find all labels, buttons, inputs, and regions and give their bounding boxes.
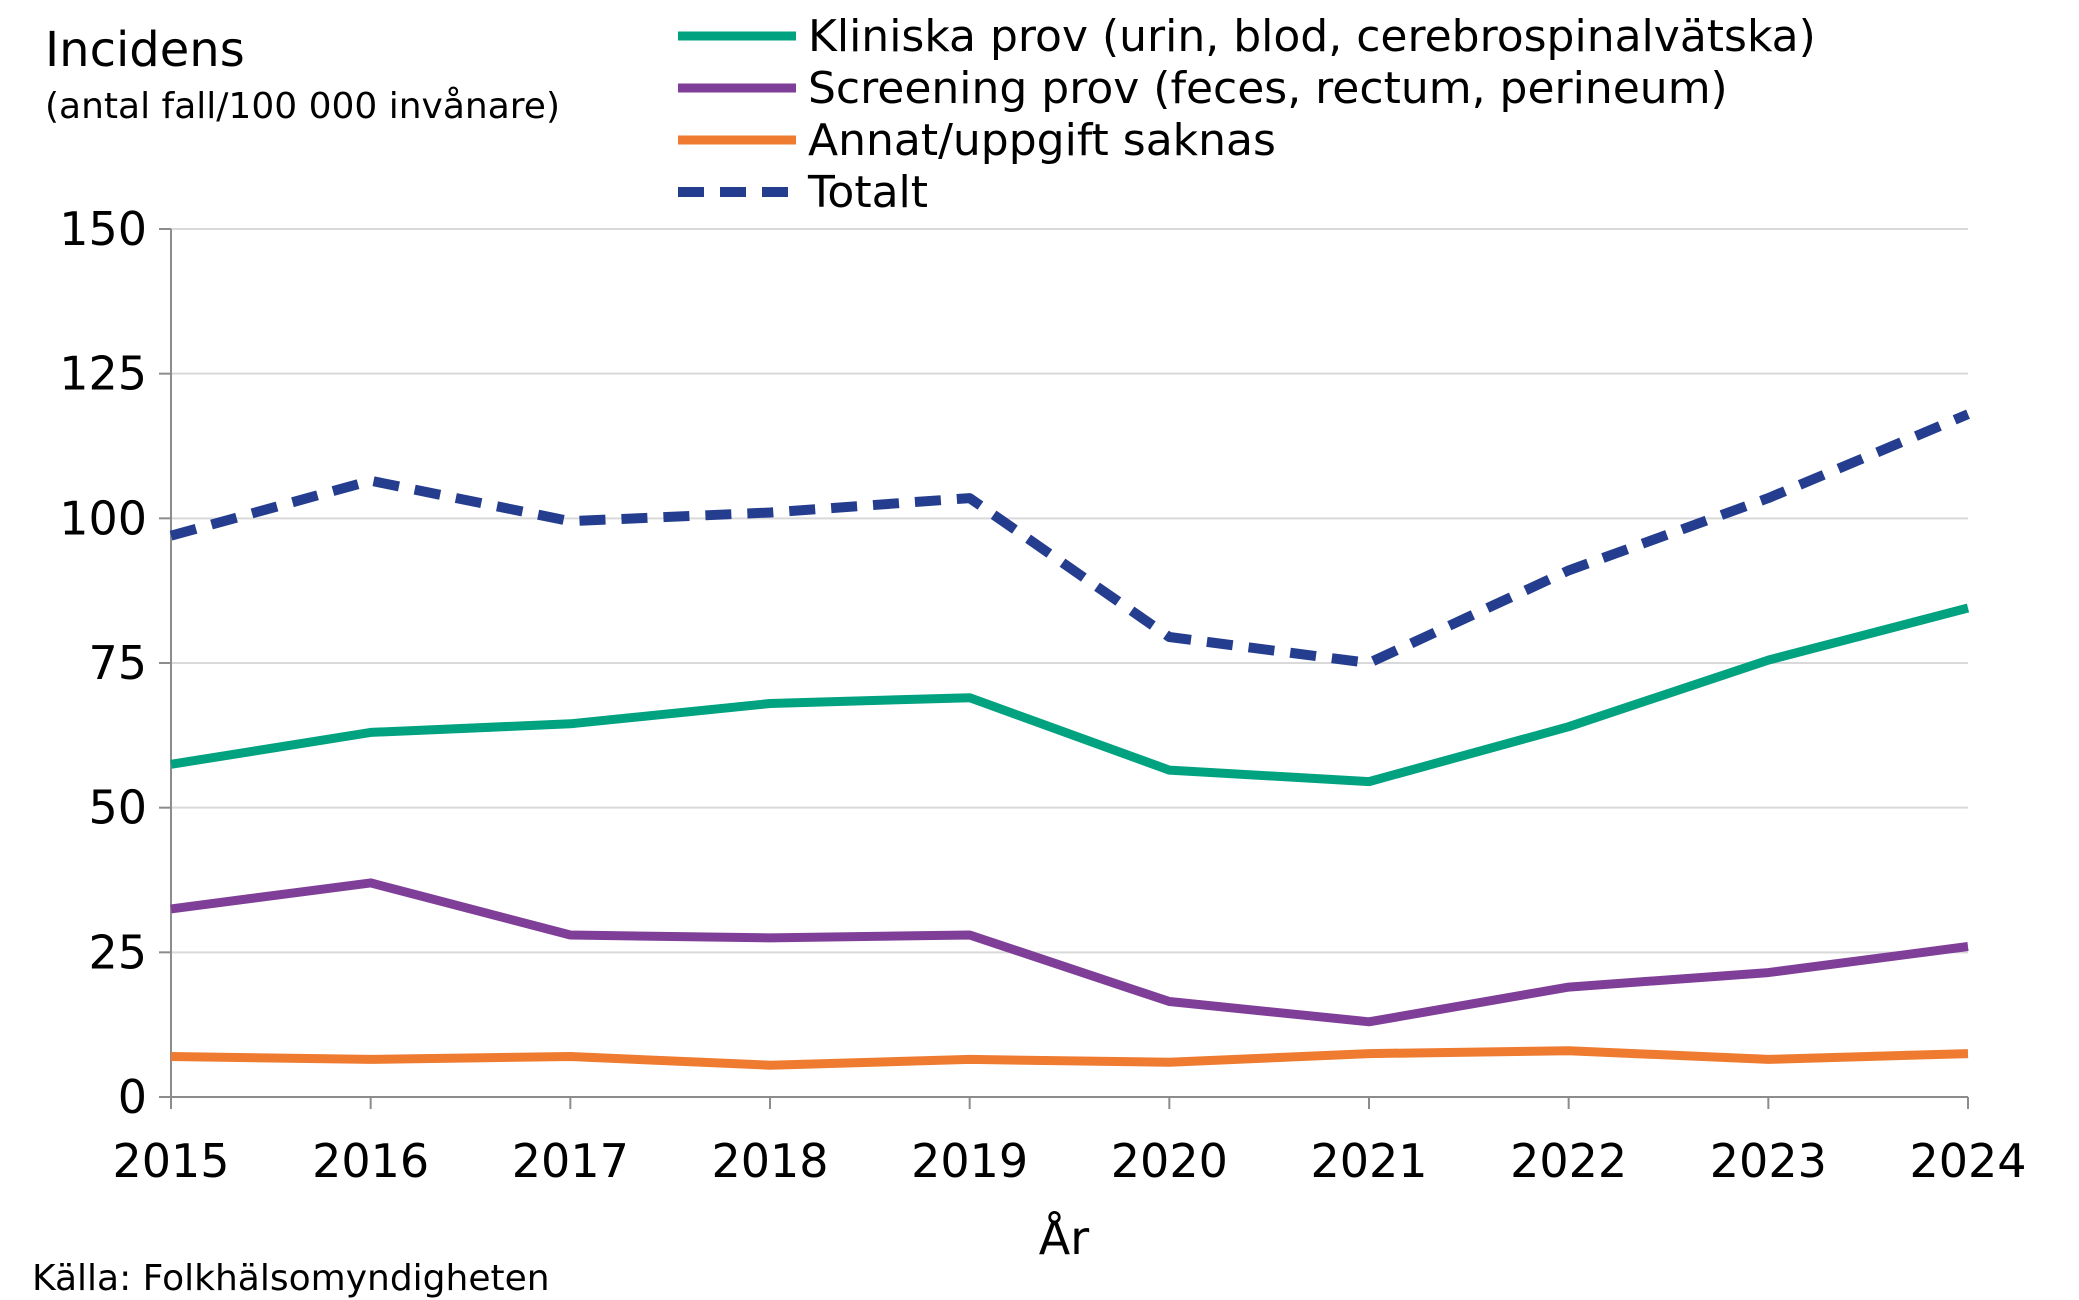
legend: Kliniska prov (urin, blod, cerebrospinal… [678, 11, 1816, 218]
x-tick-label: 2016 [312, 1134, 429, 1188]
x-tick-label: 2023 [1710, 1134, 1827, 1188]
x-tick-label: 2020 [1111, 1134, 1228, 1188]
x-tick-label: 2024 [1909, 1134, 2026, 1188]
x-tick-label: 2021 [1310, 1134, 1427, 1188]
x-tick-label: 2017 [512, 1134, 629, 1188]
legend-label-1: Kliniska prov (urin, blod, cerebrospinal… [808, 11, 1816, 62]
y-tick-label: 0 [118, 1070, 147, 1124]
legend-label-4: Totalt [807, 167, 928, 218]
y-axis-title: Incidens [45, 22, 245, 78]
legend-label-3: Annat/uppgift saknas [808, 115, 1276, 166]
x-axis-title: År [1039, 1211, 1089, 1265]
y-tick-label: 75 [88, 636, 147, 690]
x-tick-label: 2018 [711, 1134, 828, 1188]
y-tick-label: 125 [59, 347, 147, 401]
series-line-4 [169, 409, 1970, 668]
y-tick-label: 150 [59, 202, 147, 256]
series-line-3 [170, 1046, 1969, 1070]
axes: 0 25 50 75 100 125 150 2015 2016 2017 2018 2019 2020… [59, 202, 2026, 1188]
y-axis-subtitle: (antal fall/100 000 invånare) [45, 86, 560, 127]
x-tick-label: 2015 [112, 1134, 229, 1188]
series-line-1 [170, 603, 1970, 787]
series-lines [169, 409, 1970, 1070]
series-line-2 [170, 878, 1969, 1027]
y-tick-label: 100 [59, 491, 147, 545]
y-tick-label: 50 [88, 781, 147, 835]
x-tick-label: 2019 [911, 1134, 1028, 1188]
x-tick-label: 2022 [1510, 1134, 1627, 1188]
legend-label-2: Screening prov (feces, rectum, perineum) [808, 63, 1728, 114]
source-note: Källa: Folkhälsomyndigheten [32, 1258, 550, 1299]
y-tick-label: 25 [88, 925, 147, 979]
gridlines [171, 228, 1968, 954]
